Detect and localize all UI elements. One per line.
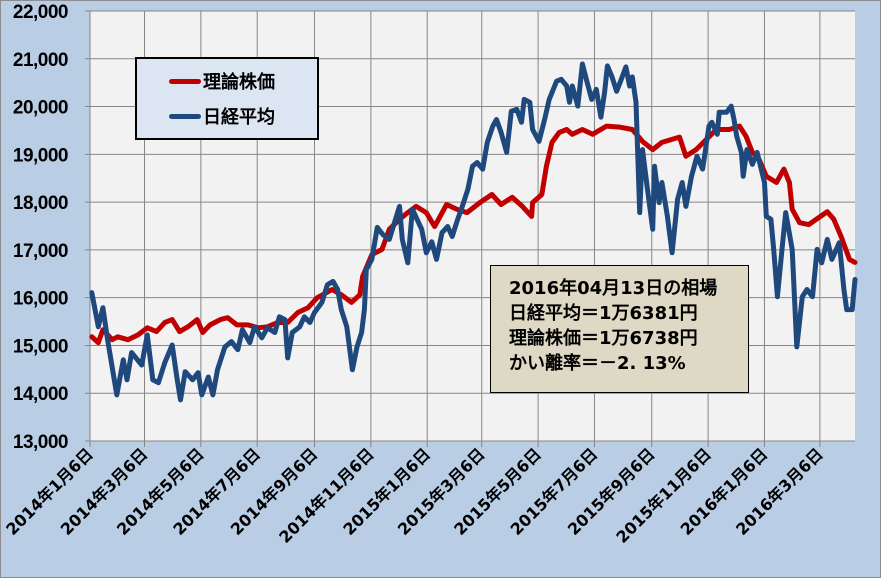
annotation-box: 2016年04月13日の相場 日経平均＝1万6381円 理論株価＝1万6738円… [490, 265, 749, 393]
y-tick-label: 21,000 [13, 50, 68, 71]
y-tick-label: 15,000 [13, 336, 68, 357]
annotation-theory: 理論株価＝1万6738円 [509, 328, 698, 349]
annotation-date: 2016年04月13日の相場 [509, 278, 718, 299]
y-tick-label: 17,000 [13, 241, 68, 262]
legend-item-nikkei: 日経平均 [169, 103, 275, 129]
series-line-theory [89, 123, 858, 346]
x-tick-label: 2015年11月6日 [612, 444, 714, 546]
series-line-nikkei [89, 61, 858, 403]
y-tick-label: 14,000 [13, 384, 68, 405]
y-tick-label: 13,000 [13, 432, 68, 453]
legend-swatch-theory [169, 78, 201, 84]
legend-label-theory: 理論株価 [203, 72, 275, 93]
legend: 理論株価 日経平均 [135, 57, 319, 140]
y-tick-label: 22,000 [13, 2, 68, 23]
legend-swatch-nikkei [169, 113, 201, 119]
y-tick-label: 18,000 [13, 193, 68, 214]
y-tick-label: 16,000 [13, 289, 68, 310]
y-tick-label: 20,000 [13, 98, 68, 119]
y-tick-label: 19,000 [13, 145, 68, 166]
annotation-divergence: かい離率＝－2. 13% [509, 353, 686, 374]
legend-item-theory: 理論株価 [169, 68, 275, 94]
annotation-nikkei: 日経平均＝1万6381円 [509, 303, 698, 324]
legend-label-nikkei: 日経平均 [203, 107, 275, 128]
x-tick-label: 2014年11月6日 [275, 444, 377, 546]
